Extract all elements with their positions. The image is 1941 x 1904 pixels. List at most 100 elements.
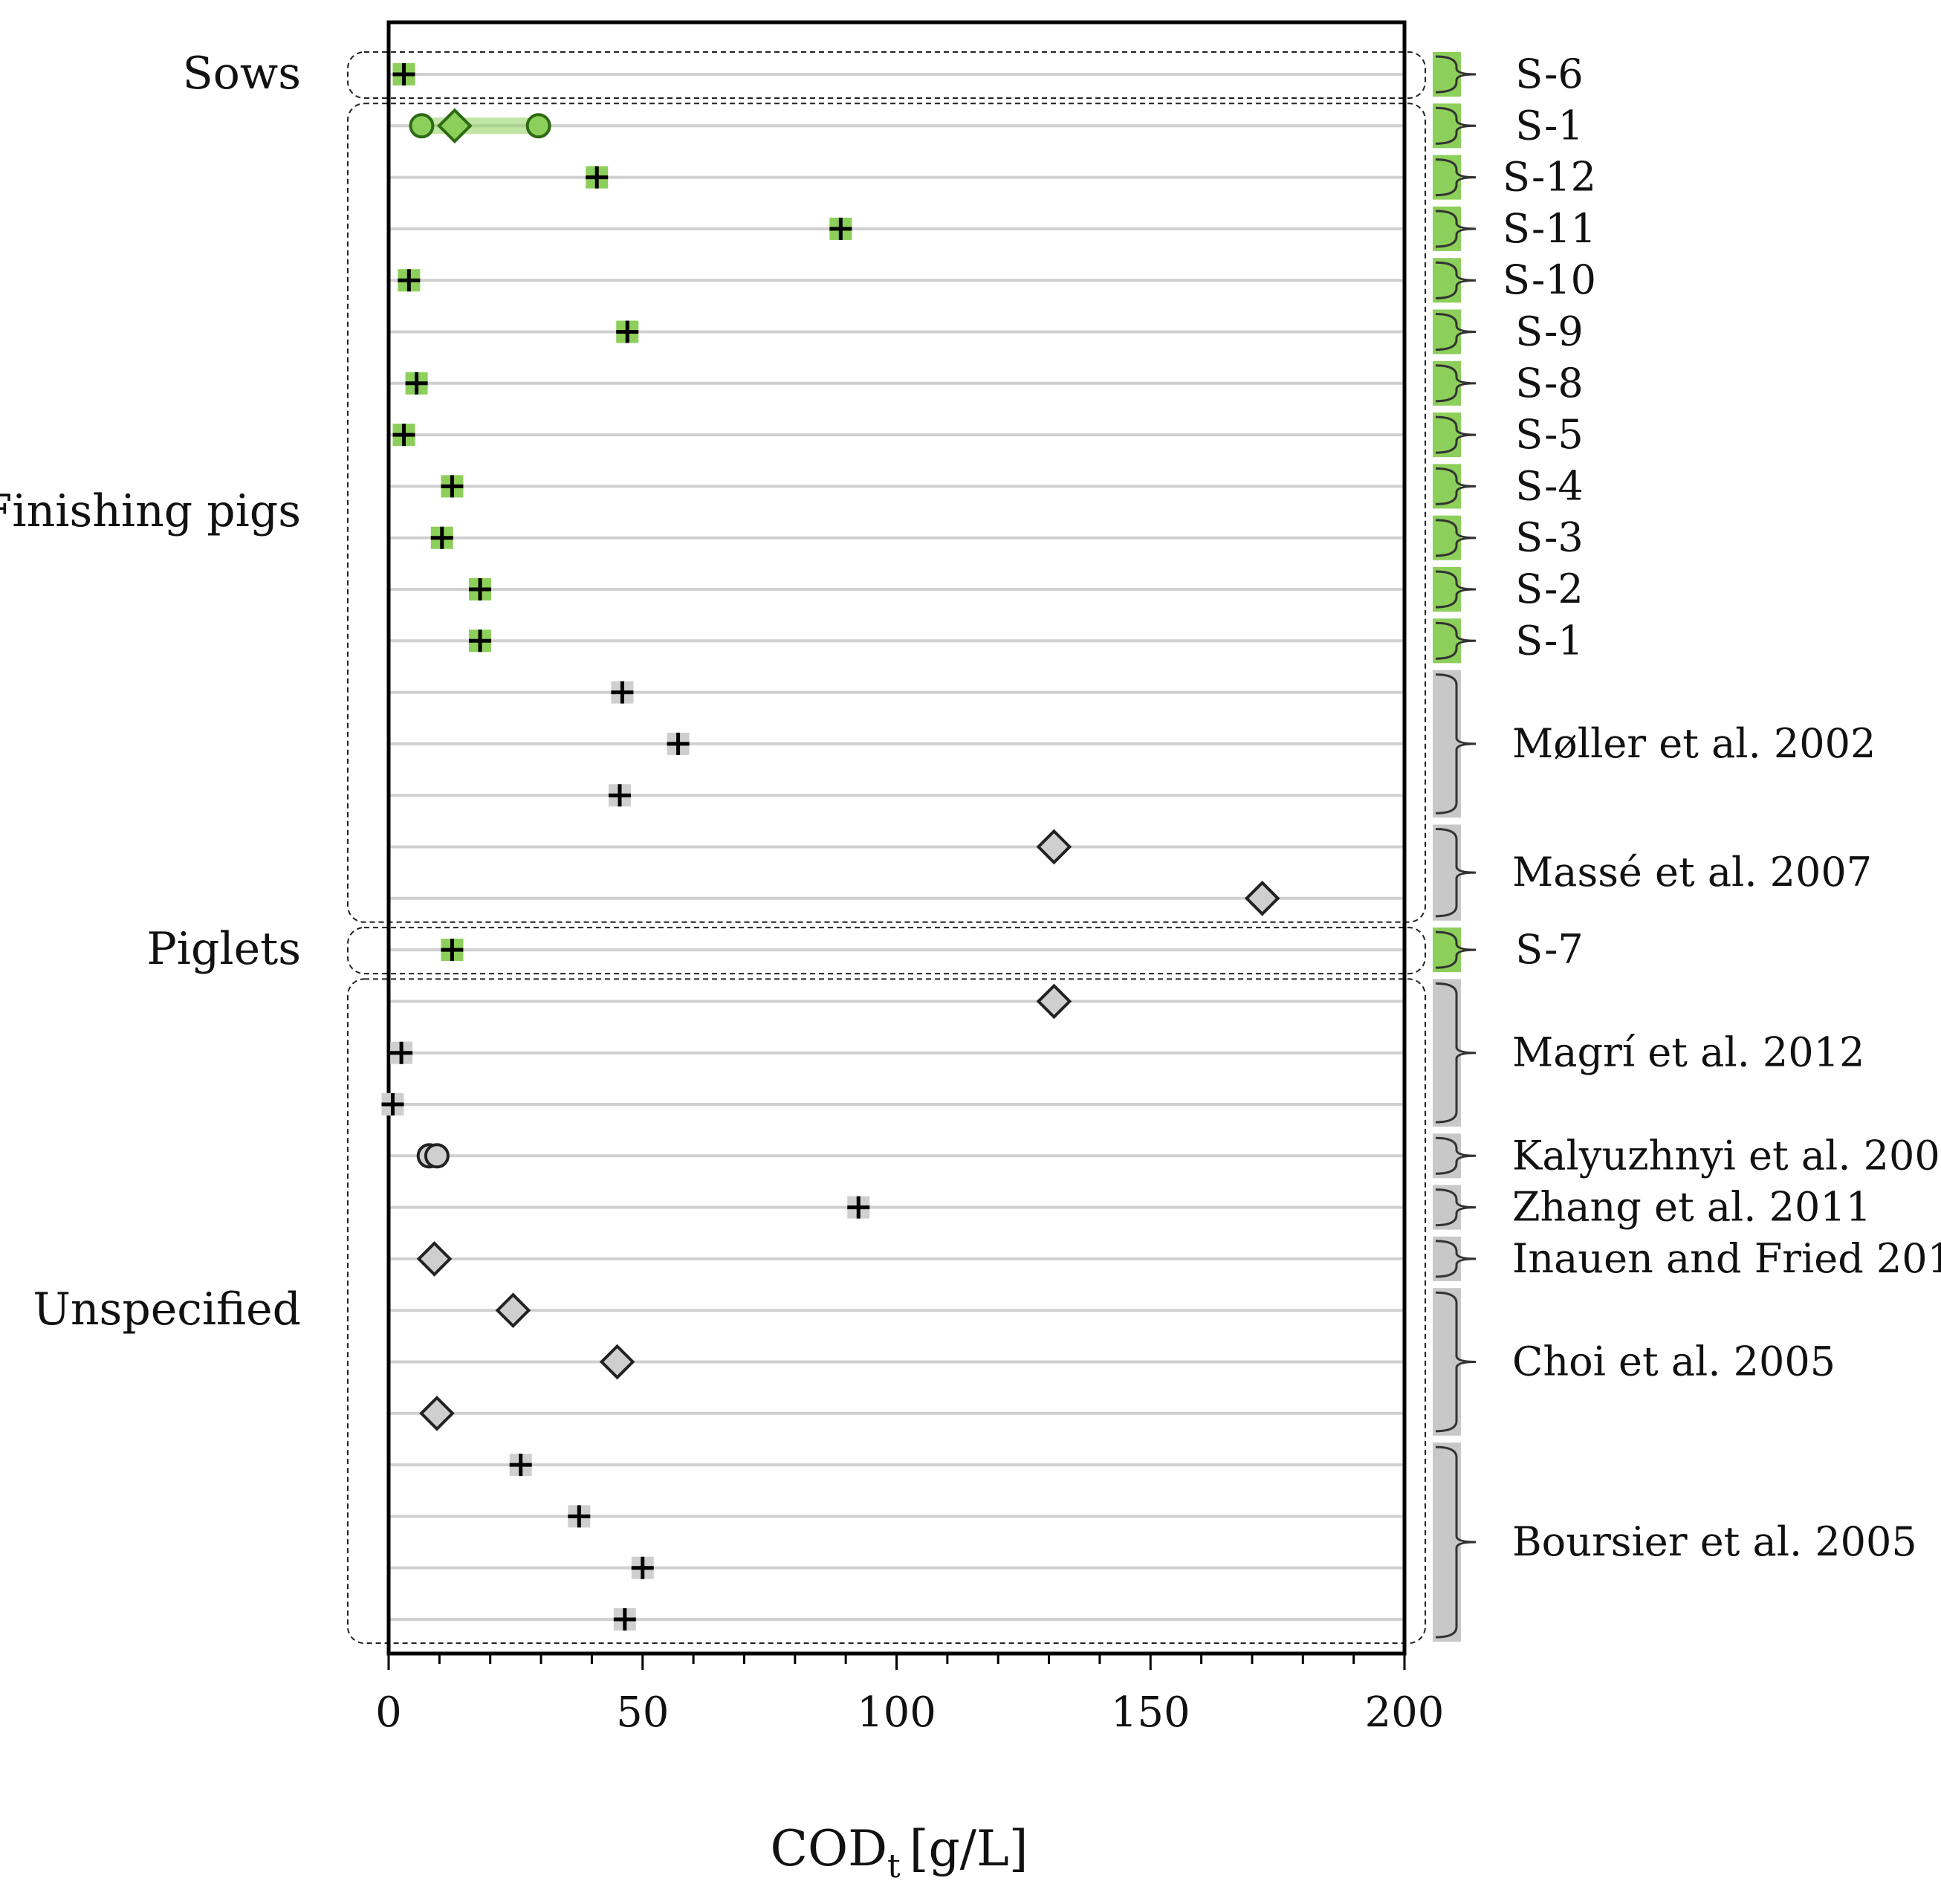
source-bracket-bar	[1433, 567, 1461, 612]
source-label: S-8	[1515, 360, 1584, 407]
source-bracket-brace	[1435, 982, 1477, 1124]
group-label-unspecified: Unspecified	[33, 1283, 301, 1335]
source-bracket-brace	[1435, 1445, 1477, 1639]
source-label: S-4	[1515, 462, 1584, 509]
group-label-piglets: Piglets	[146, 923, 301, 975]
source-bracket-brace	[1435, 1136, 1477, 1175]
source-bracket-brace	[1435, 210, 1477, 248]
diamond-marker	[437, 108, 473, 144]
plus-marker	[469, 578, 492, 600]
plus-marker	[667, 732, 690, 755]
plus-marker	[398, 269, 421, 292]
diamond-marker	[495, 1292, 531, 1329]
source-label: S-1	[1515, 617, 1584, 664]
row-lines	[389, 73, 1404, 1621]
plus-marker	[441, 475, 464, 498]
plus-marker	[616, 320, 639, 343]
source-label: S-6	[1515, 51, 1584, 97]
diamond-marker	[599, 1344, 635, 1380]
x-axis-title-subscript: t	[887, 1848, 901, 1885]
plus-marker	[441, 939, 464, 962]
source-bracket-bar	[1433, 1133, 1461, 1179]
source-label: S-2	[1515, 566, 1584, 612]
group-box-2	[347, 927, 1426, 975]
source-label: Choi et al. 2005	[1512, 1338, 1835, 1385]
source-bracket-brace	[1435, 158, 1477, 197]
source-bracket-bar	[1433, 258, 1461, 303]
source-bracket-bar	[1433, 1185, 1461, 1230]
plus-marker	[392, 63, 415, 85]
diamond-marker	[416, 1241, 453, 1277]
plus-marker	[469, 629, 492, 653]
group-box-1	[347, 103, 1426, 923]
source-bracket-bar	[1433, 206, 1461, 251]
plus-marker	[613, 1608, 636, 1631]
group-label-finishing-pigs: Finishing pigs	[0, 485, 301, 537]
circle-marker	[525, 113, 551, 139]
group-box-0	[347, 51, 1426, 99]
source-bracket-brace	[1435, 1188, 1477, 1227]
source-bracket-bar	[1433, 360, 1461, 406]
diamond-marker	[1036, 983, 1072, 1020]
source-label: Zhang et al. 2011	[1512, 1184, 1871, 1231]
source-bracket-brace	[1435, 467, 1477, 505]
x-tick-label: 50	[616, 1688, 669, 1737]
group-box-3	[347, 978, 1426, 1644]
plus-marker	[405, 372, 428, 395]
data-points	[381, 63, 1280, 1631]
source-label: S-1	[1515, 102, 1584, 149]
source-label: Massé et al. 2007	[1512, 849, 1872, 896]
source-bracket-brace	[1435, 930, 1477, 969]
source-label: S-5	[1515, 411, 1584, 458]
source-bracket-brace	[1435, 621, 1477, 660]
group-labels: Sows Finishing pigs Piglets Unspecified	[0, 48, 301, 1335]
source-bracket-bar	[1433, 618, 1461, 664]
diamond-marker	[1244, 880, 1280, 916]
source-bracket-brace	[1435, 55, 1477, 94]
plus-marker	[829, 217, 852, 240]
plus-marker	[847, 1196, 870, 1219]
source-bracket-bar	[1433, 1236, 1461, 1281]
source-bracket-brace	[1435, 828, 1477, 918]
source-bracket-bar	[1433, 52, 1461, 97]
source-bracket-bar	[1433, 927, 1461, 973]
source-bracket-brace	[1435, 106, 1477, 145]
x-tick-label: 200	[1365, 1688, 1445, 1737]
source-label: Inauen and Fried 2015	[1512, 1235, 1941, 1282]
plus-marker	[430, 526, 453, 549]
source-bracket-brace	[1435, 519, 1477, 557]
plus-marker	[586, 166, 609, 189]
diamond-marker	[419, 1395, 455, 1431]
diamond-marker	[1036, 829, 1072, 865]
source-label: S-7	[1515, 926, 1584, 973]
axes: 0 50 100 150 200	[375, 20, 1445, 1737]
source-bracket-brace	[1435, 261, 1477, 299]
source-bracket-brace	[1435, 415, 1477, 454]
source-label: S-10	[1503, 256, 1596, 303]
x-tick-label: 0	[375, 1688, 402, 1737]
x-axis-title-unit: [g/L]	[910, 1820, 1028, 1877]
source-label: Kalyuzhnyi et al. 2000	[1512, 1132, 1941, 1179]
source-label: S-9	[1515, 308, 1584, 355]
source-bracket-bar	[1433, 464, 1461, 509]
group-boxes	[347, 51, 1426, 1644]
source-label: S-12	[1503, 154, 1596, 201]
source-brackets: S-6 S-1 S-12S-11S-10 S-9 S-8S-5S-4 S-3 S-2 S-1 M…	[1433, 51, 1941, 1642]
x-axis-title-main: COD	[770, 1820, 887, 1877]
group-label-sows: Sows	[183, 48, 301, 100]
source-bracket-bar	[1433, 309, 1461, 354]
plus-marker	[381, 1093, 404, 1115]
x-axis-title: CODt [g/L]	[770, 1820, 1028, 1885]
source-bracket-brace	[1435, 364, 1477, 403]
plus-marker	[631, 1556, 654, 1579]
plus-marker	[568, 1505, 591, 1528]
source-label: S-3	[1515, 514, 1584, 561]
x-tick-label: 150	[1111, 1688, 1190, 1737]
source-bracket-brace	[1435, 1240, 1477, 1278]
source-label: Magrí et al. 2012	[1512, 1029, 1864, 1076]
source-bracket-brace	[1435, 673, 1477, 815]
source-label: Møller et al. 2002	[1512, 720, 1876, 767]
source-bracket-brace	[1435, 313, 1477, 351]
x-tick-label: 100	[857, 1688, 936, 1737]
